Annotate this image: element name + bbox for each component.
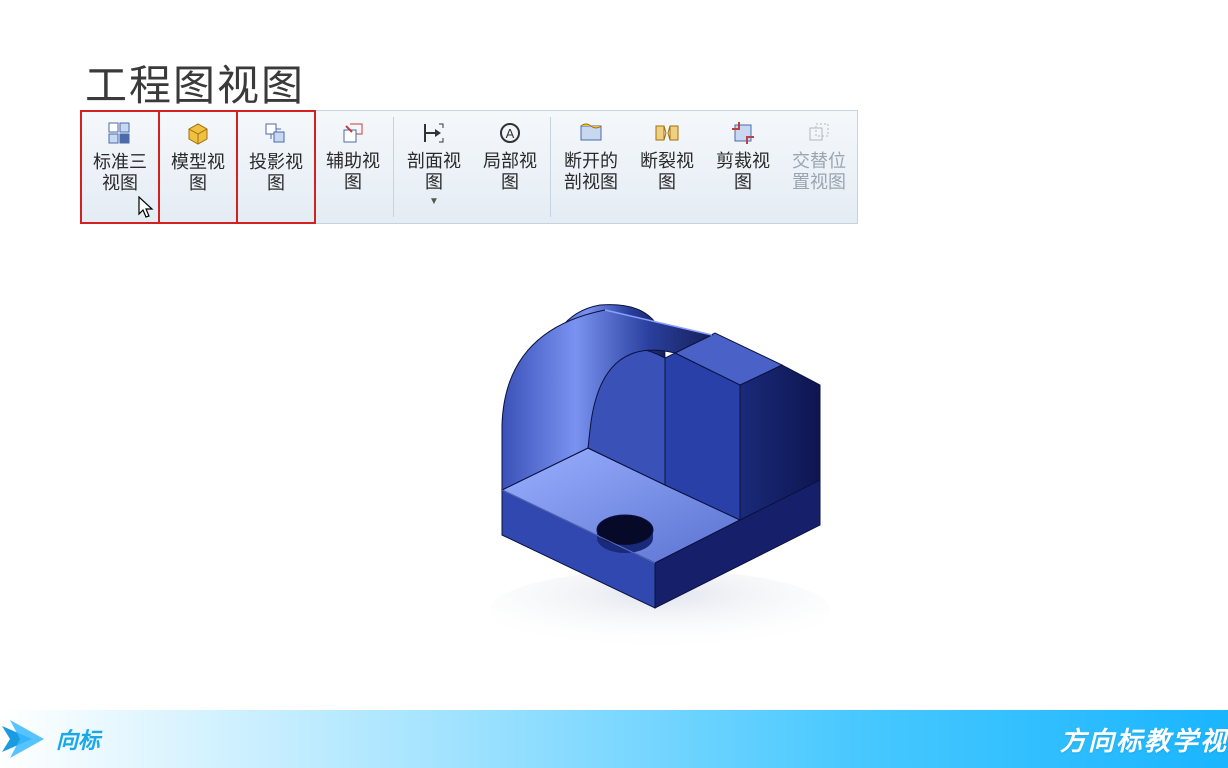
alt-pos-view-button[interactable]: 交替位置视图 bbox=[781, 111, 857, 223]
page-title: 工程图视图 bbox=[85, 52, 305, 113]
crop-view-icon bbox=[729, 119, 757, 147]
break-view-button[interactable]: 断裂视图 bbox=[629, 111, 705, 223]
model-preview bbox=[450, 290, 870, 670]
aux-view-button[interactable]: 辅助视图 bbox=[315, 111, 391, 223]
chevron-down-icon[interactable]: ▼ bbox=[429, 196, 439, 207]
standard-views-icon bbox=[106, 120, 134, 148]
toolbar-separator bbox=[550, 117, 551, 217]
detail-view-button[interactable]: A 局部视图 bbox=[472, 111, 548, 223]
projected-view-icon bbox=[262, 120, 290, 148]
footer-brand-text: 方向标教学视 bbox=[1060, 721, 1228, 758]
toolbar-button-label: 剖面视图 bbox=[402, 151, 466, 192]
broken-section-icon bbox=[577, 119, 605, 147]
footer-logo: 向标 bbox=[0, 716, 100, 762]
toolbar-button-label: 投影视图 bbox=[244, 152, 308, 193]
alt-pos-view-icon bbox=[805, 119, 833, 147]
toolbar-button-label: 交替位置视图 bbox=[787, 151, 851, 192]
toolbar-button-label: 断裂视图 bbox=[635, 151, 699, 192]
svg-text:A: A bbox=[506, 126, 515, 141]
broken-section-button[interactable]: 断开的剖视图 bbox=[553, 111, 629, 223]
footer-bar: 向标 方向标教学视 bbox=[0, 710, 1228, 768]
break-view-icon bbox=[653, 119, 681, 147]
mouse-cursor-icon bbox=[138, 196, 156, 220]
section-view-button[interactable]: 剖面视图 ▼ bbox=[396, 111, 472, 223]
toolbar-button-label: 模型视图 bbox=[166, 152, 230, 193]
projected-view-button[interactable]: 投影视图 bbox=[236, 110, 316, 224]
detail-view-icon: A bbox=[496, 119, 524, 147]
toolbar-button-label: 标准三视图 bbox=[88, 152, 152, 193]
toolbar-button-label: 局部视图 bbox=[478, 151, 542, 192]
toolbar-button-label: 断开的剖视图 bbox=[559, 151, 623, 192]
crop-view-button[interactable]: 剪裁视图 bbox=[705, 111, 781, 223]
model-view-icon bbox=[184, 120, 212, 148]
toolbar-button-label: 剪裁视图 bbox=[711, 151, 775, 192]
model-view-button[interactable]: 模型视图 bbox=[158, 110, 238, 224]
aux-view-icon bbox=[339, 119, 367, 147]
toolbar-separator bbox=[393, 117, 394, 217]
toolbar-button-label: 辅助视图 bbox=[321, 151, 385, 192]
drawing-views-toolbar: 标准三视图模型视图投影视图辅助视图剖面视图 ▼ A 局部视图断开的剖视图断裂视图剪裁视… bbox=[80, 110, 858, 224]
footer-logo-text: 向标 bbox=[56, 723, 100, 755]
section-view-icon bbox=[420, 119, 448, 147]
arrow-logo-icon bbox=[0, 716, 50, 762]
